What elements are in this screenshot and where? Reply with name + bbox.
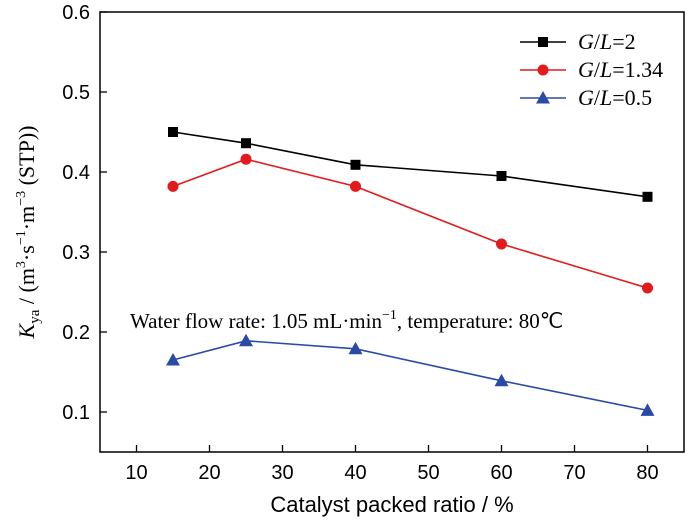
legend-marker-0: [538, 37, 548, 47]
data-point-s0-2: [350, 159, 361, 170]
data-point-s1-0: [167, 180, 179, 192]
series-line-2: [172, 339, 648, 412]
legend-marker-2: [536, 91, 550, 104]
x-tick-label: 80: [636, 462, 658, 484]
x-tick-label: 10: [125, 462, 147, 484]
y-tick-label: 0.2: [62, 322, 90, 344]
y-tick-label: 0.1: [62, 402, 90, 424]
legend-label-0: G/L=2: [578, 29, 636, 54]
data-point-s2-3: [494, 373, 509, 387]
x-tick-label: 20: [198, 462, 220, 484]
data-point-s2-0: [166, 353, 180, 366]
axis-ticks: 10 20 30 40 50 60 70 80 0.1 0.2 0.3 0.4 0.5 0.6: [62, 2, 658, 484]
data-point-s1-2: [350, 180, 361, 192]
series-line-1: [172, 158, 648, 289]
x-tick-label: 30: [271, 462, 293, 484]
y-tick-label: 0.3: [62, 242, 90, 264]
x-tick-label: 50: [417, 462, 439, 484]
data-point-s2-2: [348, 341, 363, 355]
data-point-s1-3: [496, 238, 507, 250]
chart-annotation: Water flow rate: 1.05 mL·min−1, temperat…: [130, 308, 563, 333]
x-tick-label: 40: [344, 462, 366, 484]
legend-label-1: G/L=1.34: [578, 57, 663, 82]
data-point-s1-1: [240, 153, 252, 165]
series-markers: [166, 127, 655, 416]
legend-label-2: G/L=0.5: [578, 85, 652, 110]
data-point-s0-4: [642, 191, 653, 202]
y-axis-title: Kya / (m3·s−1·m−3 (STP)): [14, 126, 43, 340]
y-tick-label: 0.5: [62, 82, 90, 104]
x-axis-title: Catalyst packed ratio / %: [270, 492, 513, 517]
data-point-s2-4: [640, 403, 655, 416]
data-point-s2-1: [239, 333, 253, 347]
data-point-s0-1: [241, 138, 251, 149]
legend-marker-1: [537, 64, 549, 76]
y-tick-label: 0.6: [62, 2, 90, 24]
plot-area-frame: [99, 11, 685, 453]
data-point-s0-3: [496, 171, 507, 181]
data-point-s1-4: [642, 282, 653, 294]
data-point-s0-0: [168, 127, 178, 137]
x-tick-label: 60: [490, 462, 512, 484]
x-tick-label: 70: [563, 462, 585, 484]
y-tick-label: 0.4: [62, 162, 90, 184]
legend: G/L=2 G/L=1.34 G/L=0.5: [520, 29, 663, 110]
series-lines: [172, 131, 648, 412]
